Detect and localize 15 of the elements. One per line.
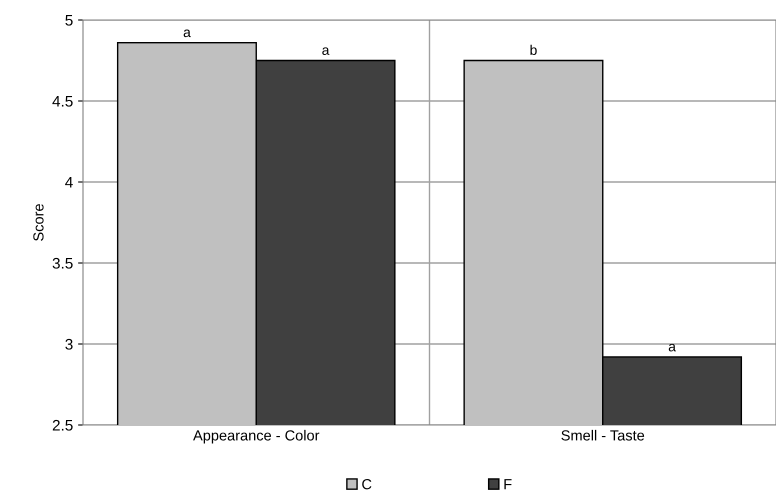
x-tick-label: Smell - Taste	[561, 430, 644, 441]
y-tick-label: 3.5	[52, 258, 73, 269]
annotation: a	[322, 47, 330, 55]
y-tick-label: 4.5	[52, 96, 73, 107]
legend-label: F	[504, 479, 512, 490]
y-axis-title: Score	[33, 204, 44, 241]
annotation: b	[530, 44, 537, 55]
y-tick-label: 4	[65, 177, 73, 188]
y-tick-label: 5	[65, 15, 73, 26]
y-tick-label: 2.5	[52, 420, 73, 431]
legend-label: C	[362, 479, 372, 490]
x-tick-label: Appearance - Color	[193, 430, 320, 444]
annotation: a	[668, 344, 676, 352]
y-tick-label: 3	[65, 338, 73, 350]
annotation: a	[184, 30, 191, 38]
